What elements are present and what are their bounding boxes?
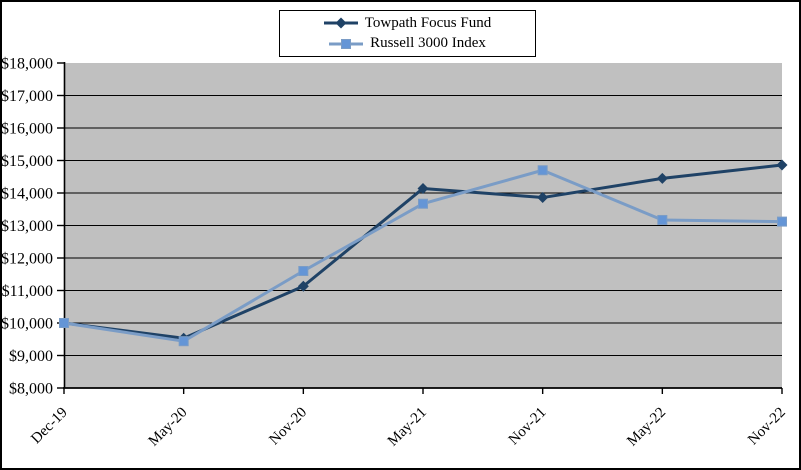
legend-entry-russell: Russell 3000 Index: [329, 35, 486, 52]
towpath-focus-fund-marker-may-21: [417, 182, 429, 194]
x-tick-label: Nov-21: [506, 405, 550, 449]
legend-label-towpath: Towpath Focus Fund: [364, 14, 492, 31]
towpath-focus-fund-marker-nov-22: [776, 159, 788, 171]
y-tick-label: $10,000: [2, 316, 53, 333]
y-tick-label: $17,000: [2, 88, 53, 105]
towpath-focus-fund-marker-nov-20: [297, 280, 309, 292]
y-tick-label: $12,000: [2, 251, 53, 268]
towpath-focus-fund-legend-marker: [335, 17, 347, 29]
russell-3000-index-marker-nov-20: [298, 266, 309, 276]
y-tick-label: $13,000: [2, 218, 53, 235]
y-tick-label: $11,000: [2, 283, 53, 300]
y-tick-label: $14,000: [2, 186, 53, 203]
russell-3000-index-marker-may-22: [657, 214, 668, 225]
y-tick-label: $16,000: [2, 121, 53, 138]
legend-label-russell: Russell 3000 Index: [370, 35, 486, 52]
russell-3000-index-marker-may-20: [178, 336, 189, 347]
y-tick-label: $8,000: [9, 381, 53, 398]
legend-line-square-icon: [329, 38, 364, 49]
legend-entry-towpath: Towpath Focus Fund: [323, 14, 492, 32]
legend: Towpath Focus Fund Russell 3000 Index: [279, 10, 536, 57]
x-tick-label: May-22: [624, 405, 669, 450]
x-tick-label: May-21: [385, 405, 430, 450]
russell-3000-index-marker-may-21: [418, 198, 428, 209]
x-tick-label: May-20: [146, 405, 191, 450]
legend-line-diamond-icon: [323, 17, 358, 29]
russell-3000-index-marker-nov-22: [777, 216, 787, 227]
x-tick-label: Nov-22: [745, 405, 789, 449]
y-tick-label: $18,000: [2, 56, 53, 73]
russell-3000-index-series: [59, 165, 787, 347]
russell-3000-index-legend-marker: [341, 38, 352, 49]
x-tick-label: Dec-19: [28, 405, 71, 448]
towpath-focus-fund-marker-nov-21: [537, 192, 549, 204]
russell-3000-index-marker-nov-21: [537, 165, 548, 176]
y-tick-label: $15,000: [2, 153, 53, 170]
towpath-focus-fund-marker-may-22: [656, 172, 668, 184]
russell-3000-index-marker-dec-19: [59, 318, 69, 328]
y-tick-label: $9,000: [9, 348, 53, 365]
x-tick-label: Nov-20: [266, 405, 310, 449]
